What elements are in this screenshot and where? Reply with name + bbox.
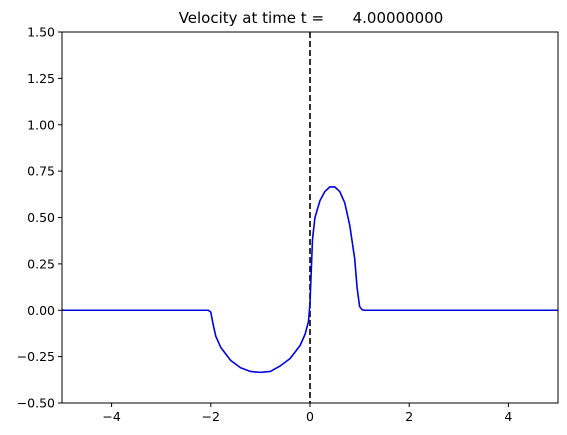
y-tick-label: 1.00 xyxy=(27,117,55,132)
y-tick-label: 0.00 xyxy=(27,303,55,318)
plot-area xyxy=(61,31,559,404)
chart-title: Velocity at time t = 4.00000000 xyxy=(179,9,444,27)
x-tick-label: −4 xyxy=(102,409,120,424)
y-axis: −0.50 −0.25 0.00 0.25 0.50 0.75 1.00 1.25 1.50 xyxy=(17,25,62,411)
x-axis: −4 −2 0 2 4 xyxy=(102,403,512,424)
y-tick-label: 1.50 xyxy=(27,25,55,40)
x-tick-label: −2 xyxy=(202,409,220,424)
y-tick-label: 0.75 xyxy=(27,164,55,179)
series-line-0 xyxy=(62,186,558,374)
y-tick-label: −0.50 xyxy=(17,396,55,411)
y-tick-label: 0.50 xyxy=(27,210,55,225)
y-tick-label: 0.25 xyxy=(27,256,55,271)
x-tick-label: 4 xyxy=(504,409,512,424)
y-tick-label: 1.25 xyxy=(27,71,55,86)
x-tick-label: 0 xyxy=(306,409,314,424)
y-tick-label: −0.25 xyxy=(17,349,55,364)
x-tick-label: 2 xyxy=(405,409,413,424)
